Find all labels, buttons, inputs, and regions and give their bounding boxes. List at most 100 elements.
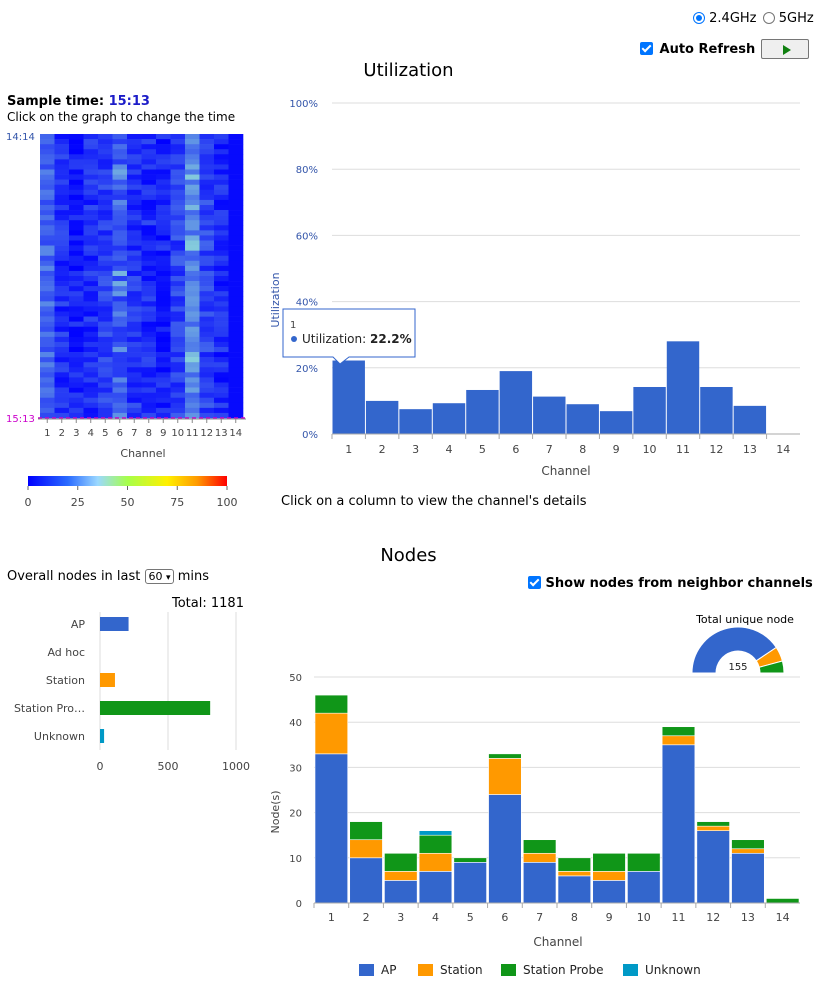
- heatmap-cell[interactable]: [141, 321, 157, 328]
- heatmap-cell[interactable]: [228, 260, 244, 267]
- heatmap-cell[interactable]: [98, 291, 113, 297]
- heatmap-cell[interactable]: [69, 230, 84, 236]
- nodes-bar-segment[interactable]: [488, 758, 522, 795]
- heatmap-cell[interactable]: [54, 265, 70, 272]
- heatmap-cell[interactable]: [83, 392, 99, 399]
- heatmap-cell[interactable]: [141, 134, 157, 140]
- heatmap-cell[interactable]: [83, 326, 99, 333]
- heatmap-cell[interactable]: [54, 362, 70, 368]
- heatmap-cell[interactable]: [199, 407, 215, 414]
- heatmap-cell[interactable]: [141, 367, 157, 373]
- heatmap-cell[interactable]: [127, 230, 142, 236]
- heatmap-cell[interactable]: [127, 382, 142, 388]
- heatmap-cell[interactable]: [228, 225, 244, 231]
- utilization-bar[interactable]: [599, 411, 633, 434]
- heatmap-cell[interactable]: [156, 174, 171, 180]
- heatmap-cell[interactable]: [228, 311, 244, 317]
- heatmap-cell[interactable]: [54, 225, 70, 231]
- heatmap-cell[interactable]: [141, 402, 157, 409]
- heatmap-cell[interactable]: [228, 407, 244, 414]
- heatmap-cell[interactable]: [185, 154, 200, 160]
- heatmap-cell[interactable]: [40, 397, 55, 404]
- heatmap-cell[interactable]: [54, 341, 70, 348]
- heatmap-cell[interactable]: [141, 281, 157, 287]
- heatmap-cell[interactable]: [156, 397, 171, 404]
- heatmap-cell[interactable]: [54, 357, 70, 363]
- heatmap-cell[interactable]: [228, 352, 244, 358]
- heatmap-cell[interactable]: [40, 265, 55, 272]
- heatmap-cell[interactable]: [69, 372, 84, 378]
- heatmap-cell[interactable]: [185, 169, 200, 175]
- heatmap-cell[interactable]: [199, 377, 215, 383]
- heatmap-cell[interactable]: [40, 362, 55, 368]
- heatmap-cell[interactable]: [170, 194, 186, 201]
- heatmap-cell[interactable]: [228, 336, 244, 343]
- heatmap-cell[interactable]: [185, 220, 200, 226]
- heatmap-cell[interactable]: [40, 326, 55, 333]
- heatmap-cell[interactable]: [98, 336, 113, 343]
- heatmap-cell[interactable]: [170, 215, 186, 221]
- heatmap-cell[interactable]: [199, 199, 215, 206]
- heatmap-cell[interactable]: [98, 235, 113, 241]
- heatmap-cell[interactable]: [40, 189, 55, 196]
- heatmap-cell[interactable]: [156, 184, 171, 191]
- heatmap-cell[interactable]: [98, 205, 113, 211]
- heatmap-cell[interactable]: [141, 144, 157, 150]
- heatmap-cell[interactable]: [141, 194, 157, 201]
- heatmap-cell[interactable]: [185, 326, 200, 333]
- heatmap-cell[interactable]: [141, 311, 157, 317]
- heatmap-cell[interactable]: [54, 331, 70, 338]
- heatmap-cell[interactable]: [69, 316, 84, 322]
- heatmap-cell[interactable]: [170, 412, 186, 419]
- heatmap-cell[interactable]: [54, 174, 70, 180]
- heatmap-cell[interactable]: [170, 205, 186, 211]
- nodes-bar-segment[interactable]: [349, 821, 383, 841]
- heatmap-cell[interactable]: [54, 184, 70, 191]
- heatmap-cell[interactable]: [185, 139, 200, 145]
- heatmap-cell[interactable]: [54, 316, 70, 322]
- heatmap-cell[interactable]: [40, 407, 55, 414]
- heatmap-cell[interactable]: [141, 291, 157, 297]
- heatmap-cell[interactable]: [214, 255, 229, 262]
- heatmap-cell[interactable]: [112, 336, 128, 343]
- heatmap-cell[interactable]: [185, 189, 200, 196]
- heatmap-cell[interactable]: [40, 367, 55, 373]
- heatmap-cell[interactable]: [127, 139, 142, 145]
- heatmap-cell[interactable]: [228, 276, 244, 282]
- heatmap-cell[interactable]: [199, 230, 215, 236]
- heatmap-cell[interactable]: [83, 362, 99, 368]
- heatmap-cell[interactable]: [83, 159, 99, 165]
- heatmap-cell[interactable]: [214, 134, 229, 140]
- heatmap-cell[interactable]: [83, 296, 99, 302]
- heatmap-cell[interactable]: [214, 321, 229, 328]
- heatmap-cell[interactable]: [40, 291, 55, 297]
- heatmap-cell[interactable]: [199, 240, 215, 246]
- heatmap-cell[interactable]: [141, 235, 157, 241]
- heatmap-cell[interactable]: [156, 407, 171, 414]
- heatmap-cell[interactable]: [170, 225, 186, 231]
- heatmap-cell[interactable]: [185, 387, 200, 393]
- utilization-bar[interactable]: [733, 405, 767, 434]
- heatmap-cell[interactable]: [54, 215, 70, 221]
- heatmap-cell[interactable]: [228, 245, 244, 251]
- heatmap-cell[interactable]: [112, 341, 128, 348]
- heatmap-cell[interactable]: [54, 336, 70, 343]
- heatmap-cell[interactable]: [199, 331, 215, 338]
- heatmap-cell[interactable]: [214, 250, 229, 257]
- heatmap-cell[interactable]: [69, 144, 84, 150]
- heatmap-cell[interactable]: [69, 194, 84, 201]
- heatmap-cell[interactable]: [127, 321, 142, 328]
- heatmap-cell[interactable]: [199, 225, 215, 231]
- heatmap-cell[interactable]: [141, 210, 157, 216]
- heatmap-cell[interactable]: [199, 205, 215, 211]
- heatmap-cell[interactable]: [69, 179, 84, 186]
- heatmap-cell[interactable]: [40, 199, 55, 206]
- heatmap-cell[interactable]: [170, 372, 186, 378]
- heatmap-cell[interactable]: [141, 230, 157, 236]
- heatmap-cell[interactable]: [185, 225, 200, 231]
- heatmap-cell[interactable]: [40, 194, 55, 201]
- heatmap-cell[interactable]: [170, 291, 186, 297]
- heatmap-cell[interactable]: [69, 362, 84, 368]
- heatmap-cell[interactable]: [127, 164, 142, 170]
- heatmap-cell[interactable]: [185, 265, 200, 272]
